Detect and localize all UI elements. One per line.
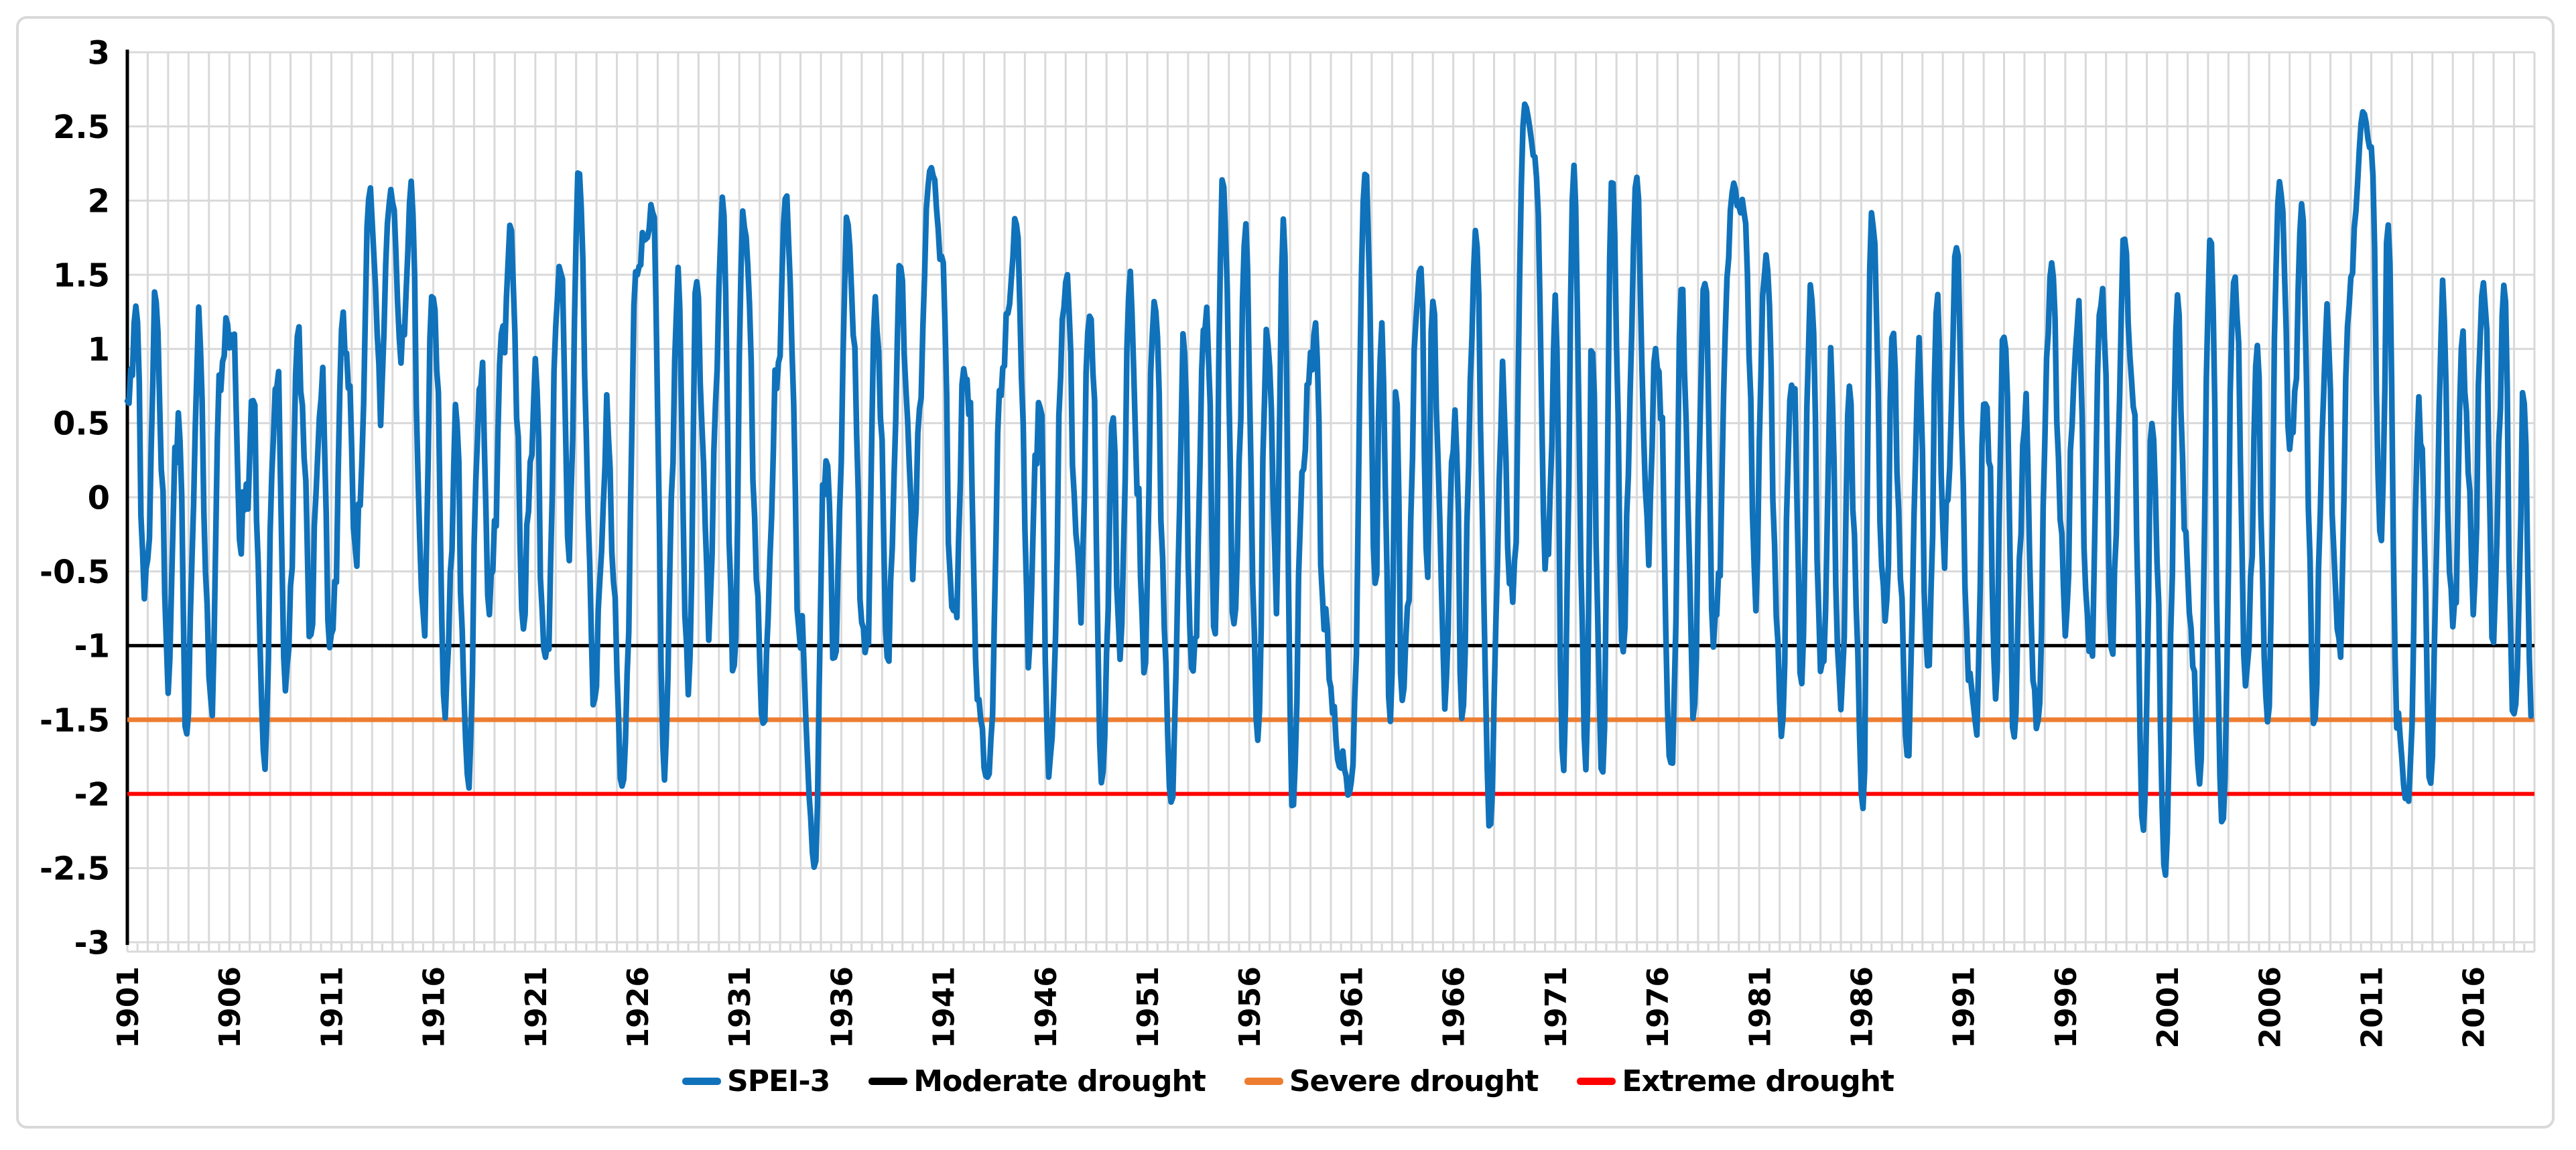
legend-label-extreme-drought: Extreme drought — [1622, 1064, 1894, 1098]
x-tick-label: 1961 — [1335, 966, 1369, 1048]
x-tick-label: 1951 — [1131, 966, 1165, 1048]
x-tick-label: 1986 — [1845, 966, 1879, 1048]
legend-item-severe-drought: Severe drought — [1244, 1064, 1539, 1098]
spei3-series-line — [124, 101, 2534, 879]
y-tick-label: 0.5 — [53, 405, 110, 443]
x-tick-label: 1906 — [213, 966, 247, 1048]
y-tick-label: 1.5 — [53, 257, 110, 294]
legend-label-moderate-drought: Moderate drought — [913, 1064, 1206, 1098]
y-tick-label: -1 — [74, 628, 110, 665]
moderate-drought-line-swatch-icon — [868, 1078, 908, 1085]
extreme-drought-line-swatch-icon — [1577, 1078, 1616, 1085]
x-tick-label: 1916 — [417, 966, 452, 1048]
legend-item-spei3: SPEI-3 — [682, 1064, 830, 1098]
legend-label-severe-drought: Severe drought — [1289, 1064, 1539, 1098]
x-tick-label: 1901 — [111, 966, 145, 1048]
x-tick-label: 2011 — [2355, 966, 2389, 1048]
y-tick-label: 0 — [88, 479, 110, 517]
x-tick-label: 1991 — [1947, 966, 1982, 1048]
chart-legend: SPEI-3 Moderate drought Severe drought E… — [0, 1064, 2576, 1098]
x-axis-tick-labels: 1901 1906 1911 1916 1921 1926 1931 1936 1941 1946… — [111, 966, 2492, 1048]
y-tick-label: 1 — [88, 331, 110, 369]
x-tick-label: 2006 — [2253, 966, 2287, 1048]
x-tick-label: 1941 — [927, 966, 962, 1048]
x-tick-label: 2001 — [2151, 966, 2185, 1048]
y-tick-label: 3 — [88, 34, 110, 72]
x-tick-label: 1926 — [621, 966, 655, 1048]
x-tick-label: 1966 — [1437, 966, 1472, 1048]
legend-item-moderate-drought: Moderate drought — [868, 1064, 1206, 1098]
y-tick-label: -1.5 — [40, 702, 110, 739]
y-tick-label: -2.5 — [40, 850, 110, 888]
x-tick-label: 2016 — [2457, 966, 2492, 1048]
spei3-line-swatch-icon — [682, 1078, 722, 1085]
x-tick-label: 1921 — [519, 966, 554, 1048]
legend-item-extreme-drought: Extreme drought — [1577, 1064, 1894, 1098]
y-axis-tick-labels: 3 2.5 2 1.5 1 0.5 0 -0.5 -1 -1.5 -2 -2.5 -3 — [40, 34, 110, 962]
x-tick-label: 1946 — [1029, 966, 1064, 1048]
y-tick-label: -0.5 — [40, 554, 110, 591]
x-tick-label: 1976 — [1641, 966, 1675, 1048]
x-tick-label: 1956 — [1233, 966, 1267, 1048]
x-tick-label: 1971 — [1539, 966, 1573, 1048]
x-tick-label: 1911 — [315, 966, 349, 1048]
legend-label-spei3: SPEI-3 — [727, 1064, 830, 1098]
x-tick-label: 1936 — [825, 966, 859, 1048]
y-tick-label: 2 — [88, 183, 110, 220]
y-tick-label: -3 — [74, 924, 110, 962]
x-tick-label: 1931 — [723, 966, 757, 1048]
y-tick-label: -2 — [74, 776, 110, 814]
x-tick-label: 1996 — [2049, 966, 2083, 1048]
y-tick-label: 2.5 — [53, 109, 110, 146]
x-tick-label: 1981 — [1743, 966, 1777, 1048]
severe-drought-line-swatch-icon — [1244, 1078, 1283, 1085]
